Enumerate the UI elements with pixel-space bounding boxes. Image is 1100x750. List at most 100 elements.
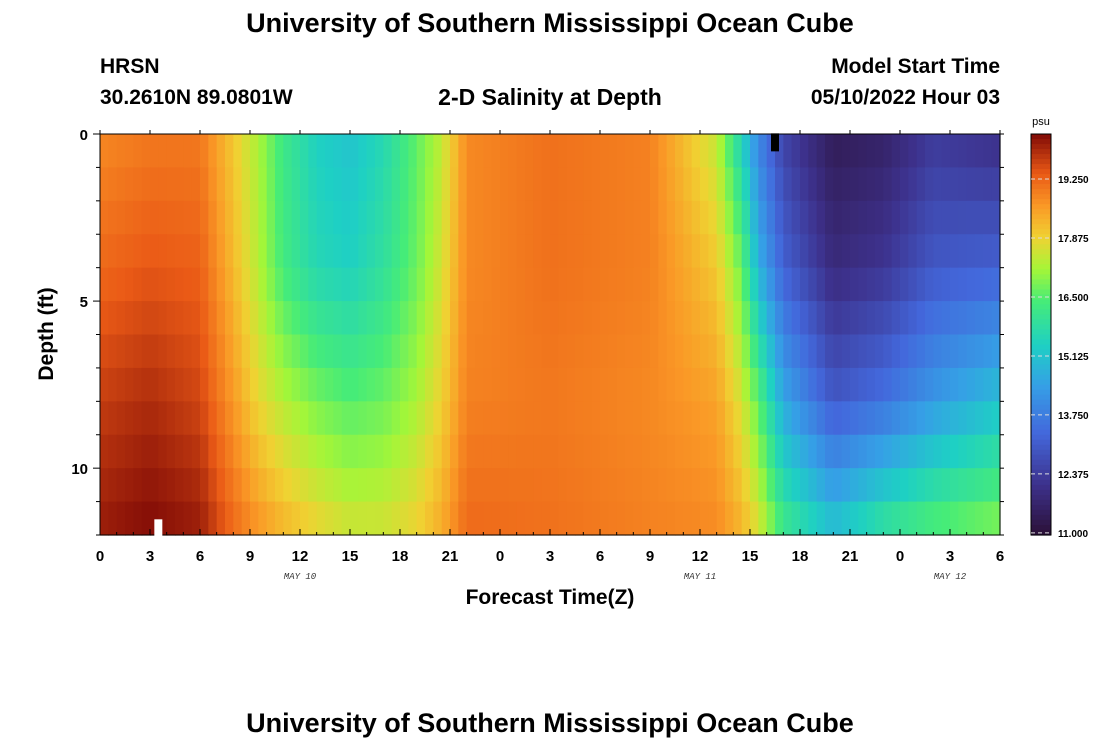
heatmap-cell <box>208 134 218 169</box>
heatmap-cell <box>258 367 268 402</box>
heatmap-cell <box>950 434 959 469</box>
heatmap-cell <box>266 434 276 469</box>
heatmap-cell <box>616 501 626 536</box>
heatmap-cell <box>408 367 418 402</box>
heatmap-cell <box>591 434 601 469</box>
heatmap-cell <box>683 200 693 235</box>
heatmap-cell <box>191 200 201 235</box>
heatmap-cell <box>891 434 901 469</box>
heatmap-cell <box>508 367 518 402</box>
heatmap-cell <box>241 267 251 302</box>
heatmap-cell <box>308 167 318 202</box>
colorbar-swatch <box>1031 164 1051 170</box>
heatmap-cell <box>700 167 709 202</box>
heatmap-cell <box>166 501 176 536</box>
heatmap-cell <box>700 134 709 169</box>
heatmap-cell <box>783 200 793 235</box>
heatmap-cell <box>958 200 968 235</box>
heatmap-cell <box>325 334 334 369</box>
heatmap-cell <box>275 367 284 402</box>
colorbar-swatch <box>1031 284 1051 290</box>
heatmap-cell <box>975 234 984 269</box>
heatmap-cell <box>125 167 134 202</box>
heatmap-cell <box>483 134 493 169</box>
heatmap-cell <box>316 301 326 336</box>
heatmap-cell <box>483 234 493 269</box>
colorbar-tick-label: 12.375 <box>1058 470 1089 481</box>
heatmap-cell <box>966 434 976 469</box>
heatmap-cell <box>908 234 918 269</box>
heatmap-cell <box>491 200 501 235</box>
heatmap-cell <box>250 501 259 536</box>
heatmap-cell <box>275 234 284 269</box>
heatmap-cell <box>450 367 459 402</box>
heatmap-cell <box>208 334 218 369</box>
heatmap-cell <box>816 367 826 402</box>
heatmap-cell <box>933 367 943 402</box>
heatmap-cell <box>858 134 868 169</box>
heatmap-cell <box>891 267 901 302</box>
heatmap-cell <box>908 401 918 436</box>
colorbar-swatch <box>1031 464 1051 471</box>
heatmap-cell <box>116 367 126 402</box>
heatmap-cell <box>575 367 584 402</box>
heatmap-cell <box>633 401 643 436</box>
heatmap-cell <box>666 134 676 169</box>
heatmap-cell <box>308 334 318 369</box>
heatmap-cell <box>266 234 276 269</box>
heatmap-cell <box>750 234 759 269</box>
heatmap-cell <box>100 301 109 336</box>
heatmap-cell <box>225 401 234 436</box>
heatmap-cell <box>891 200 901 235</box>
heatmap-cell <box>958 267 968 302</box>
colorbar-swatch <box>1031 289 1051 295</box>
heatmap-cell <box>841 468 851 503</box>
heatmap-cell <box>675 468 684 503</box>
heatmap-cell <box>191 468 201 503</box>
heatmap-cell <box>175 301 184 336</box>
heatmap-cell <box>300 234 309 269</box>
heatmap-cell <box>550 234 559 269</box>
heatmap-cell <box>758 134 768 169</box>
heatmap-cell <box>175 501 184 536</box>
heatmap-cell <box>350 234 359 269</box>
heatmap-cell <box>725 234 734 269</box>
colorbar-swatch <box>1031 314 1051 321</box>
heatmap-cell <box>508 267 518 302</box>
heatmap-cell <box>433 334 443 369</box>
heatmap-cell <box>858 267 868 302</box>
heatmap-cell <box>891 134 901 169</box>
x-tick-label: 15 <box>342 548 359 565</box>
heatmap-cell <box>891 367 901 402</box>
heatmap-cell <box>700 301 709 336</box>
heatmap-cell <box>683 468 693 503</box>
heatmap-cell <box>141 401 151 436</box>
heatmap-cell <box>833 234 843 269</box>
heatmap-cell <box>858 334 868 369</box>
heatmap-cell <box>566 334 576 369</box>
colorbar-tick-label: 19.250 <box>1058 175 1089 186</box>
heatmap-cell <box>733 267 743 302</box>
heatmap-cell <box>925 434 934 469</box>
colorbar-swatch <box>1031 404 1051 411</box>
heatmap-cell <box>391 501 401 536</box>
heatmap-cell <box>766 401 776 436</box>
heatmap-cell <box>483 501 493 536</box>
heatmap-cell <box>350 267 359 302</box>
heatmap-cell <box>175 267 184 302</box>
heatmap-cell <box>916 401 926 436</box>
heatmap-cell <box>833 134 843 169</box>
heatmap-cell <box>675 200 684 235</box>
heatmap-cell <box>200 367 209 402</box>
heatmap-cell <box>941 234 951 269</box>
heatmap-cell <box>641 401 651 436</box>
heatmap-cell <box>233 267 243 302</box>
colorbar-swatch <box>1031 239 1051 245</box>
heatmap-cell <box>116 234 126 269</box>
heatmap-cell <box>691 134 701 169</box>
heatmap-cell <box>425 301 434 336</box>
x-tick-label: 0 <box>96 548 104 565</box>
heatmap-cell <box>450 167 459 202</box>
heatmap-cell <box>200 468 209 503</box>
heatmap-cell <box>991 367 1001 402</box>
